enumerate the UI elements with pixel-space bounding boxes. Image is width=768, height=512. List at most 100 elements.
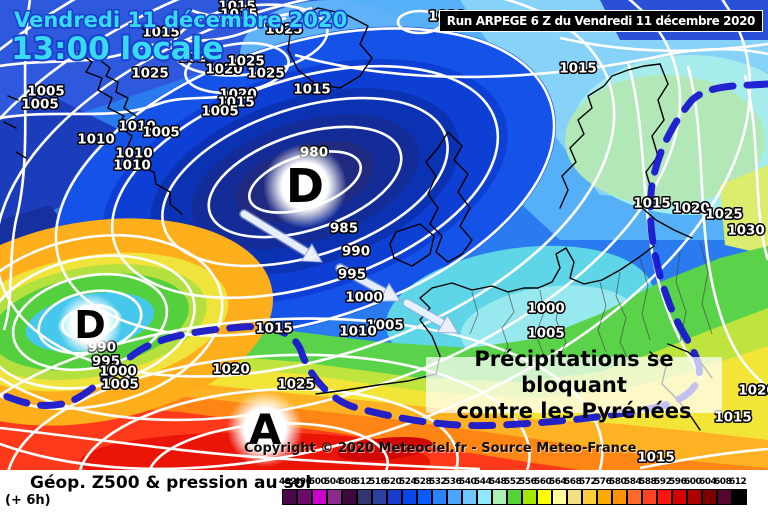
pressure-label: 990 (342, 244, 370, 260)
legend-value: 600 (684, 477, 702, 487)
legend-value: 596 (669, 477, 687, 487)
pressure-label: 1005 (527, 326, 565, 342)
legend-swatch (312, 489, 327, 505)
marker-letter: D (286, 159, 324, 213)
legend-stop: 536 (444, 477, 462, 505)
legend-swatch (567, 489, 582, 505)
pressure-label: 1005 (101, 377, 139, 393)
pressure-label: 1005 (142, 125, 180, 141)
pressure-label: 1000 (99, 364, 137, 380)
legend-stop: 556 (519, 477, 537, 505)
legend-value: 612 (729, 477, 747, 487)
legend-value: 572 (579, 477, 597, 487)
legend-value: 576 (594, 477, 612, 487)
pressure-label: 1020 (672, 201, 710, 217)
legend-stop: 564 (549, 477, 567, 505)
legend-swatch (447, 489, 462, 505)
legend-stop: 492 (279, 477, 297, 505)
legend-swatch (672, 489, 687, 505)
legend-stop: 608 (714, 477, 732, 505)
pressure-label: 1005 (201, 104, 239, 120)
legend-value: 512 (354, 477, 372, 487)
pressure-label: 1020 (212, 362, 250, 378)
legend-value: 520 (384, 477, 402, 487)
legend-stop: 592 (654, 477, 672, 505)
low-pressure-marker-west: D (58, 293, 122, 357)
legend-value: 516 (369, 477, 387, 487)
legend-stop: 600 (684, 477, 702, 505)
legend-stop: 528 (414, 477, 432, 505)
low-pressure-marker-main: D (263, 144, 347, 228)
legend-stop: 552 (504, 477, 522, 505)
legend: 492 496 500 504 508 512 516 520 524 528 532 536 540 5… (279, 477, 747, 505)
pressure-label: 1025 (131, 66, 169, 82)
flow-arrow (239, 209, 323, 263)
legend-swatch (297, 489, 312, 505)
legend-swatch (552, 489, 567, 505)
legend-swatch (657, 489, 672, 505)
high-pressure-marker: A (227, 391, 303, 467)
legend-swatch (282, 489, 297, 505)
pressure-label: 1015 (220, 7, 258, 23)
marker-glow (227, 391, 303, 467)
marker-letter: D (74, 303, 106, 347)
legend-stop: 520 (384, 477, 402, 505)
pressure-label: 1010 (339, 324, 377, 340)
legend-stop: 596 (669, 477, 687, 505)
legend-swatch (372, 489, 387, 505)
legend-swatch (717, 489, 732, 505)
legend-value: 584 (624, 477, 642, 487)
legend-value: 592 (654, 477, 672, 487)
legend-value: 544 (474, 477, 492, 487)
legend-stop: 572 (579, 477, 597, 505)
pressure-label: 1015 (633, 196, 671, 212)
legend-swatch (582, 489, 597, 505)
annotation-line-2: contre les Pyrénées (456, 399, 692, 423)
legend-swatch (327, 489, 342, 505)
legend-stop: 612 (729, 477, 747, 505)
pressure-label: 1000 (527, 301, 565, 317)
legend-swatch (597, 489, 612, 505)
pressure-label: 1020 (205, 62, 243, 78)
front-dashed-line (0, 80, 768, 430)
time-line: 13:00 locale (11, 31, 223, 67)
pressure-label: 1010 (77, 132, 115, 148)
date-line: Vendredi 11 décembre 2020 (14, 8, 347, 32)
pressure-label: 1005 (27, 84, 65, 100)
legend-swatch (402, 489, 417, 505)
legend-value: 508 (339, 477, 357, 487)
forecast-step: (+ 6h) (5, 493, 51, 508)
legend-stop: 524 (399, 477, 417, 505)
legend-stop: 580 (609, 477, 627, 505)
legend-value: 540 (459, 477, 477, 487)
legend-swatch (342, 489, 357, 505)
pressure-label: 1025 (265, 22, 303, 38)
legend-swatch (477, 489, 492, 505)
pressure-label: 1020 (178, 50, 216, 66)
legend-stop: 516 (369, 477, 387, 505)
legend-swatch (732, 489, 747, 505)
legend-stop: 544 (474, 477, 492, 505)
legend-swatch (387, 489, 402, 505)
legend-swatch (432, 489, 447, 505)
pressure-label: 1025 (705, 207, 743, 223)
legend-swatch (522, 489, 537, 505)
pressure-label: 1015 (142, 25, 180, 41)
pressure-label: 1020 (219, 87, 257, 103)
pressure-label: 1000 (345, 290, 383, 306)
legend-value: 536 (444, 477, 462, 487)
legend-value: 608 (714, 477, 732, 487)
legend-value: 560 (534, 477, 552, 487)
marker-letter: A (249, 405, 282, 454)
pressure-label: 1015 (559, 61, 597, 77)
legend-value: 588 (639, 477, 657, 487)
legend-swatch (612, 489, 627, 505)
date-overlay: Vendredi 11 décembre 2020 13:00 locale (9, 6, 349, 69)
pressure-label: 1010 (115, 146, 153, 162)
legend-stop: 496 (294, 477, 312, 505)
pressure-label: 1015 (293, 82, 331, 98)
legend-stop: 568 (564, 477, 582, 505)
